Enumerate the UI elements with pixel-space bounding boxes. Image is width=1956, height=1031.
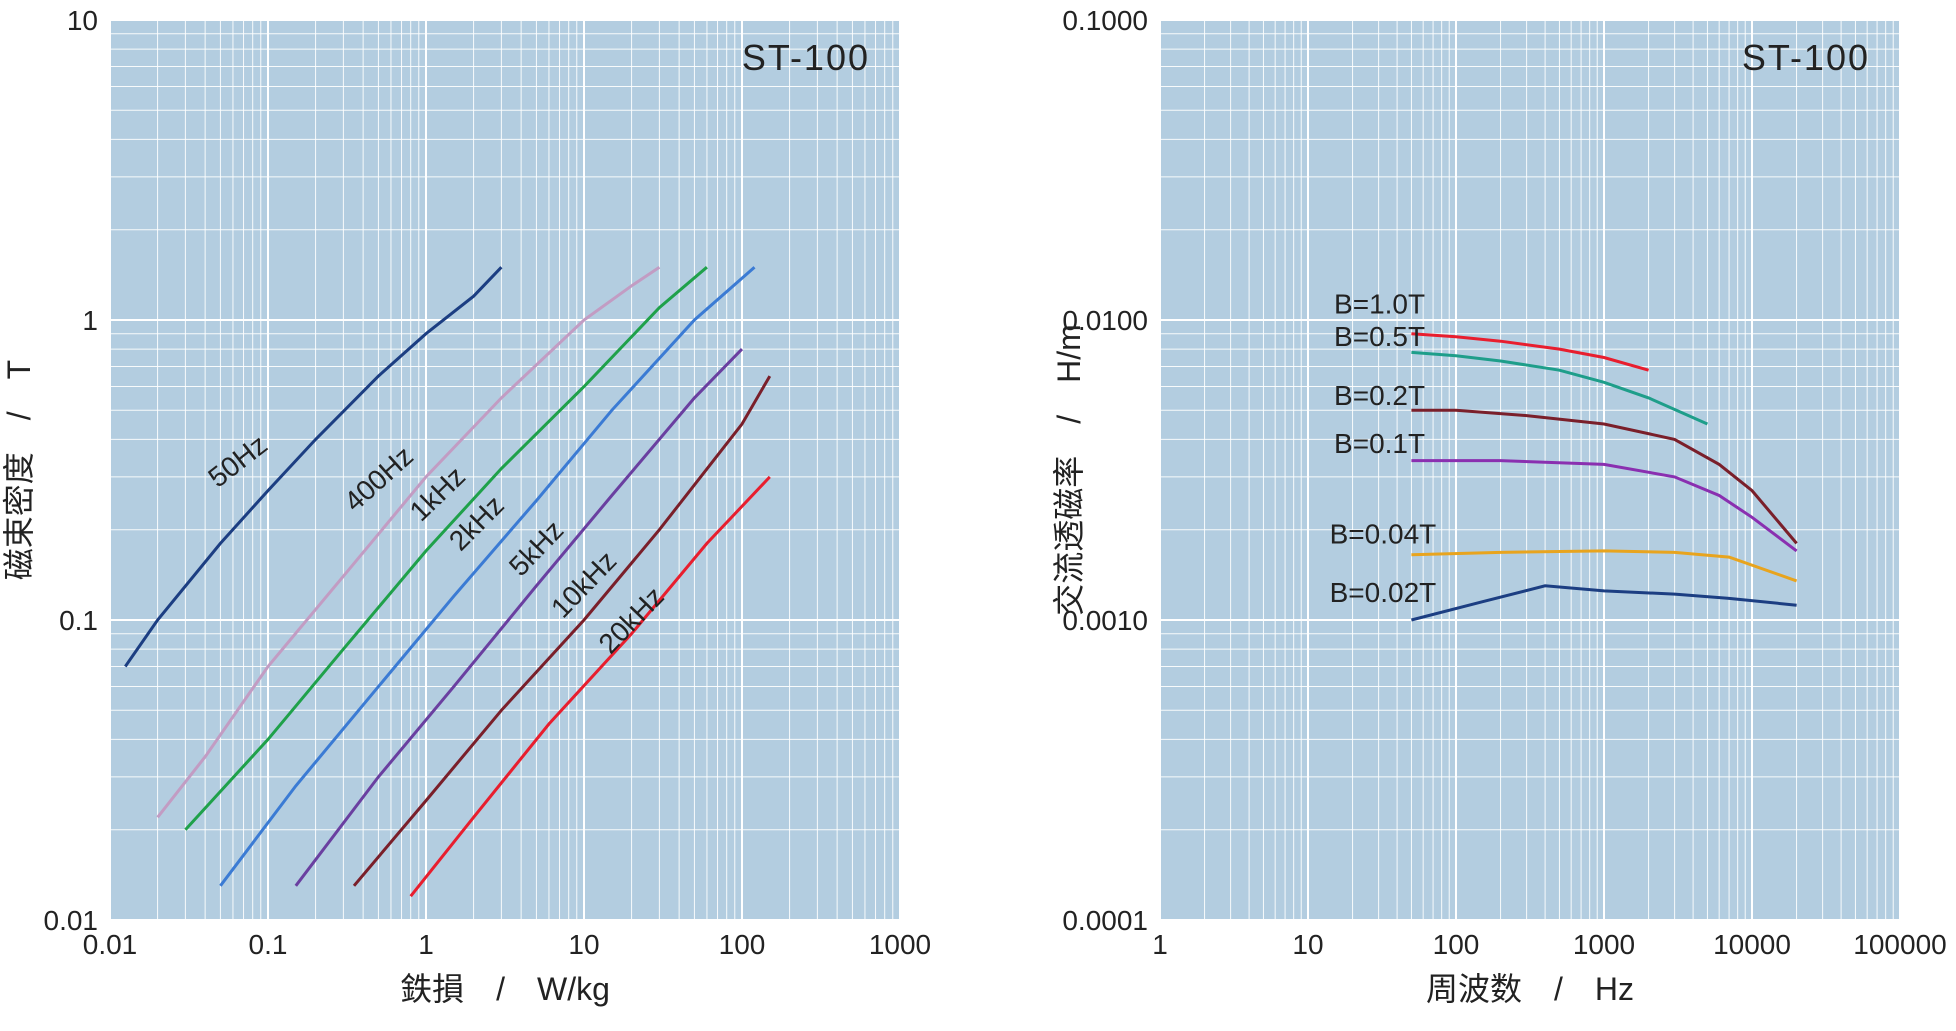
chart-title: ST-100 (742, 37, 870, 78)
chart-svg: 1101001000100001000000.00010.00100.01000… (1000, 0, 1956, 1026)
x-tick-label: 100 (1433, 929, 1480, 960)
series-label: B=0.1T (1334, 428, 1425, 459)
y-tick-label: 0.1000 (1062, 5, 1148, 36)
x-tick-label: 1000 (869, 929, 931, 960)
series-label: B=0.5T (1334, 321, 1425, 352)
x-tick-label: 10 (568, 929, 599, 960)
y-tick-label: 0.01 (44, 905, 99, 936)
x-tick-label: 100000 (1853, 929, 1946, 960)
y-axis-label: 磁束密度 / T (1, 360, 37, 580)
chart-title: ST-100 (1742, 37, 1870, 78)
x-axis-label: 周波数 / Hz (1426, 971, 1634, 1007)
x-tick-label: 1 (418, 929, 434, 960)
chart-panel: 1101001000100001000000.00010.00100.01000… (1000, 0, 1956, 1026)
x-axis-label: 鉄損 / W/kg (400, 971, 610, 1007)
x-tick-label: 1000 (1573, 929, 1635, 960)
y-axis-label: 交流透磁率 / H/m (1051, 324, 1087, 616)
series-label: B=0.02T (1330, 577, 1437, 608)
series-label: B=1.0T (1334, 289, 1425, 320)
x-tick-label: 10000 (1713, 929, 1791, 960)
series-label: B=0.04T (1330, 518, 1437, 549)
y-tick-label: 0.1 (59, 605, 98, 636)
x-tick-label: 1 (1152, 929, 1168, 960)
y-tick-label: 10 (67, 5, 98, 36)
x-tick-label: 100 (719, 929, 766, 960)
y-tick-label: 1 (82, 305, 98, 336)
x-tick-label: 0.1 (249, 929, 288, 960)
chart-panel: 0.010.111010010000.010.1110鉄損 / W/kg磁束密度… (0, 0, 956, 1026)
series-label: B=0.2T (1334, 380, 1425, 411)
y-tick-label: 0.0001 (1062, 905, 1148, 936)
x-tick-label: 10 (1292, 929, 1323, 960)
chart-svg: 0.010.111010010000.010.1110鉄損 / W/kg磁束密度… (0, 0, 956, 1026)
